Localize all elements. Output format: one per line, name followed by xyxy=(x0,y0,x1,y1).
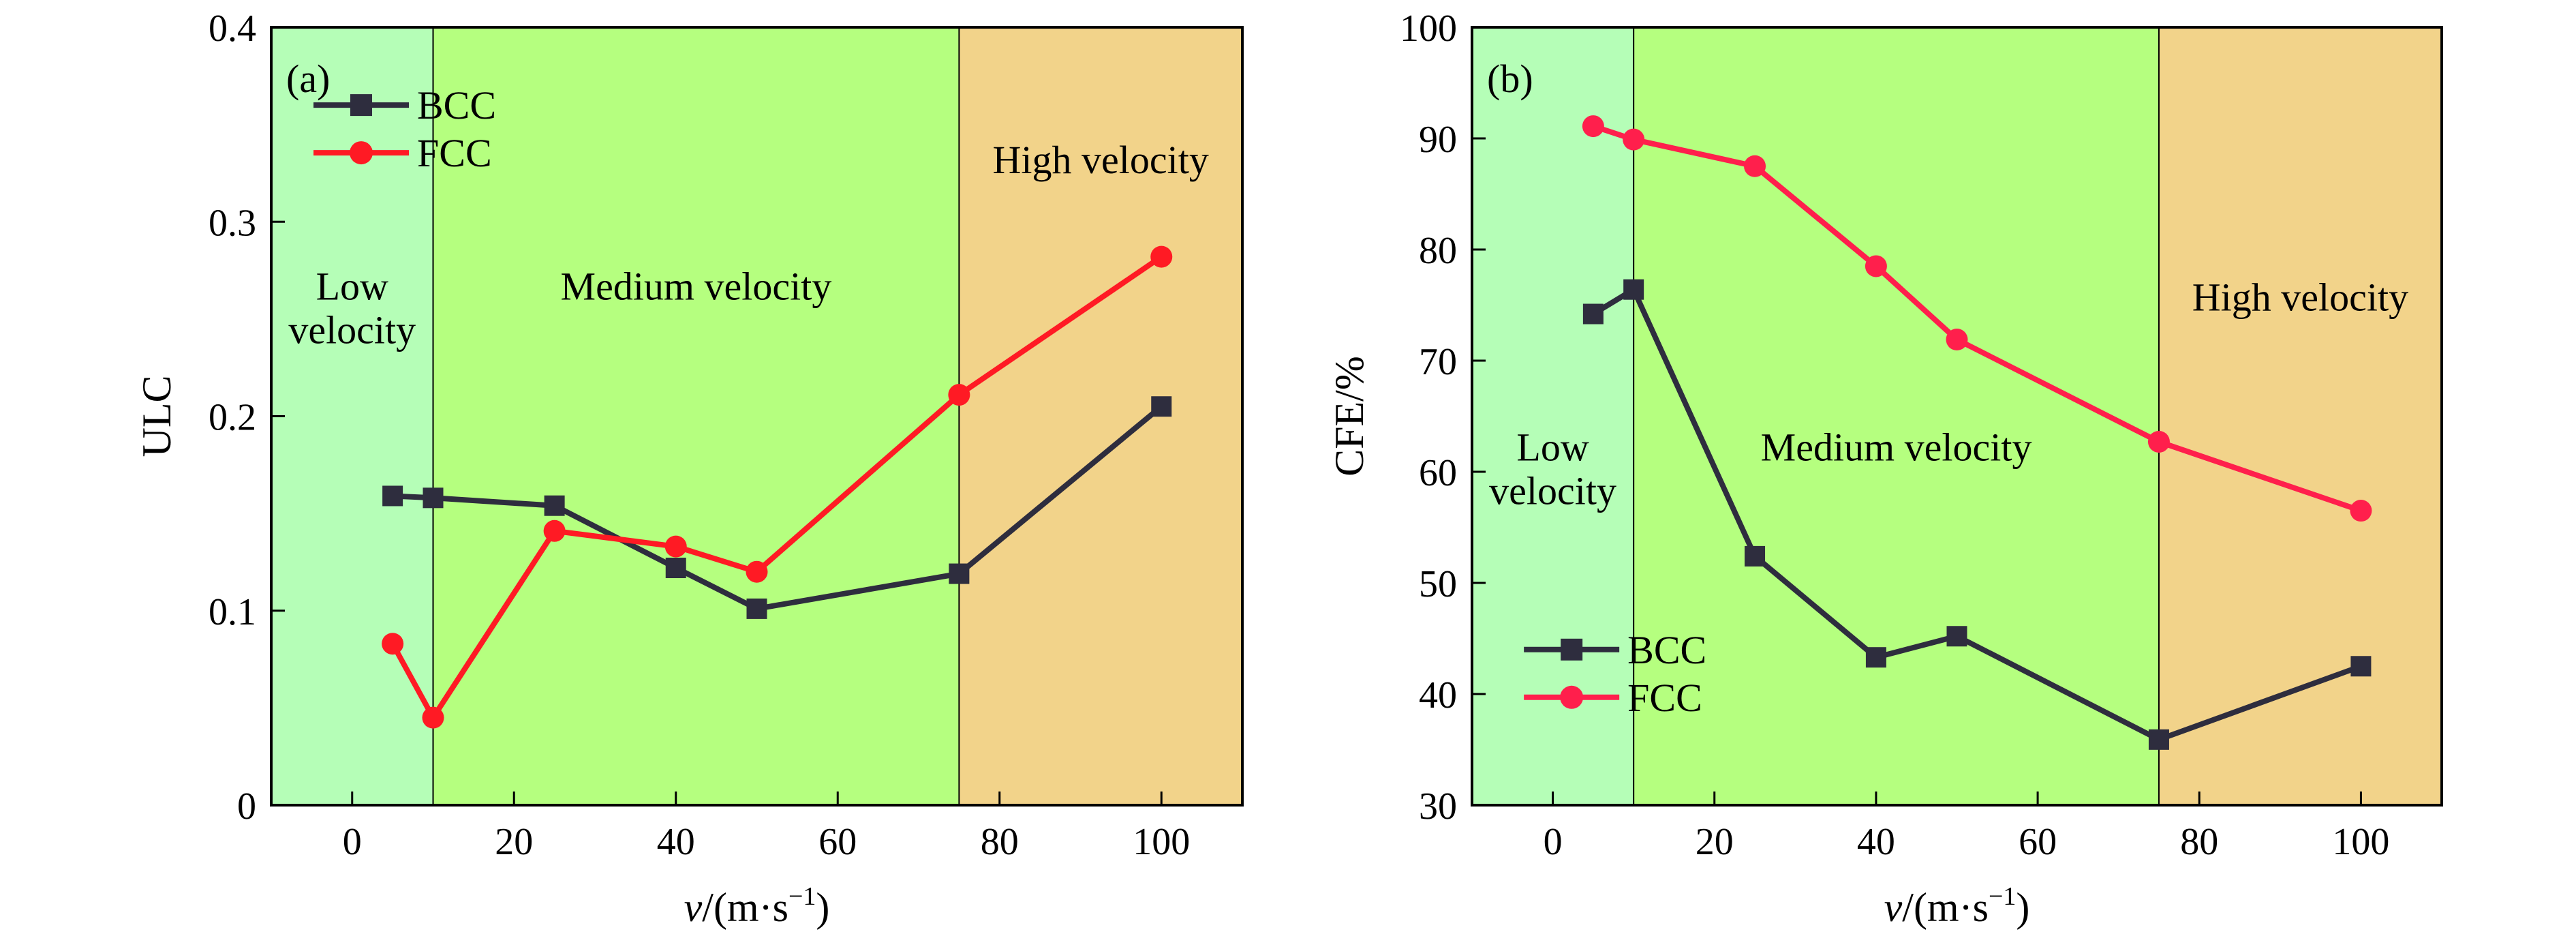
region-label: Medium velocity xyxy=(1761,425,2032,470)
region-high-velocity xyxy=(959,27,1242,805)
panel-label: (b) xyxy=(1487,57,1533,101)
legend-label: BCC xyxy=(1627,628,1706,672)
panel-label: (a) xyxy=(286,57,330,101)
x-axis-title-var: v xyxy=(1884,885,1903,930)
data-point-bcc xyxy=(665,557,686,578)
x-tick-label: 100 xyxy=(1133,821,1190,863)
legend-marker-square xyxy=(1561,638,1583,661)
data-point-bcc xyxy=(2350,656,2372,677)
x-tick-label: 0 xyxy=(343,821,362,863)
y-tick-label: 0 xyxy=(237,785,256,828)
legend-item-bcc: BCC xyxy=(1524,628,1706,672)
y-tick-label: 60 xyxy=(1419,452,1457,494)
data-point-bcc xyxy=(544,495,565,516)
data-point-fcc xyxy=(382,633,404,655)
x-axis-title-sup: −1 xyxy=(1989,882,2016,911)
x-axis-title-close: ) xyxy=(2016,885,2029,930)
y-tick-label: 50 xyxy=(1419,563,1457,605)
legend-label: FCC xyxy=(1627,676,1702,720)
plot-frame xyxy=(1471,26,2443,807)
data-point-bcc xyxy=(2148,729,2169,750)
y-tick-label: 30 xyxy=(1419,785,1457,828)
legend-marker-circle xyxy=(1560,685,1584,709)
x-tick-label: 80 xyxy=(981,821,1019,863)
data-point-bcc xyxy=(949,563,970,584)
region-label: velocity xyxy=(1489,469,1616,513)
x-axis-title-unit: /(m·s xyxy=(702,885,788,930)
legend-marker-square xyxy=(350,94,372,117)
y-tick-label: 0.4 xyxy=(209,7,256,50)
data-point-fcc xyxy=(543,519,566,542)
data-point-fcc xyxy=(422,706,444,729)
data-point-fcc xyxy=(1865,255,1887,277)
region-low-velocity xyxy=(1472,27,1634,805)
data-point-bcc xyxy=(1745,545,1766,567)
data-point-fcc xyxy=(746,560,768,583)
region-label: Low xyxy=(1516,425,1589,470)
x-axis-title: v/(m·s−1) xyxy=(1884,882,2030,930)
x-tick-label: 80 xyxy=(2180,821,2218,863)
data-point-fcc xyxy=(664,535,687,558)
y-tick-label: 70 xyxy=(1419,341,1457,383)
x-tick-label: 60 xyxy=(2019,821,2057,863)
x-tick-label: 0 xyxy=(1544,821,1563,863)
x-axis-title-sup: −1 xyxy=(788,882,816,911)
x-tick-label: 20 xyxy=(495,821,533,863)
data-point-bcc xyxy=(1946,626,1967,647)
legend-item-fcc: FCC xyxy=(1524,676,1702,720)
data-point-fcc xyxy=(948,384,970,406)
legend-label: BCC xyxy=(417,83,496,127)
data-point-bcc xyxy=(1865,647,1886,668)
legend-label: FCC xyxy=(417,131,492,175)
data-point-bcc xyxy=(746,598,767,619)
data-point-bcc xyxy=(382,485,403,507)
region-high-velocity xyxy=(2158,27,2442,805)
data-point-fcc xyxy=(1623,128,1645,151)
data-point-fcc xyxy=(2350,500,2372,522)
data-point-fcc xyxy=(1150,245,1173,268)
legend-item-bcc: BCC xyxy=(313,83,496,127)
x-axis-title-var: v xyxy=(684,885,703,930)
data-point-bcc xyxy=(1151,396,1172,417)
legend-item-fcc: FCC xyxy=(313,131,492,175)
x-tick-label: 40 xyxy=(1857,821,1895,863)
data-point-bcc xyxy=(1582,303,1604,325)
data-point-bcc xyxy=(1623,279,1644,300)
data-point-bcc xyxy=(423,487,444,509)
x-tick-label: 60 xyxy=(818,821,857,863)
y-tick-label: 40 xyxy=(1419,674,1457,717)
region-label: High velocity xyxy=(993,138,1209,182)
region-medium-velocity xyxy=(433,27,960,805)
x-tick-label: 20 xyxy=(1696,821,1734,863)
legend-marker-circle xyxy=(350,141,373,165)
data-point-fcc xyxy=(1744,155,1766,177)
region-label: velocity xyxy=(288,307,416,352)
x-tick-label: 40 xyxy=(657,821,695,863)
y-tick-label: 0.3 xyxy=(209,202,256,244)
y-tick-label: 90 xyxy=(1419,119,1457,161)
x-axis-title-unit: /(m·s xyxy=(1902,885,1989,930)
region-medium-velocity xyxy=(1634,27,2159,805)
region-label: Medium velocity xyxy=(561,264,832,308)
y-tick-label: 80 xyxy=(1419,230,1457,272)
x-tick-label: 100 xyxy=(2332,821,2389,863)
data-point-fcc xyxy=(1946,329,1968,351)
y-tick-label: 0.2 xyxy=(209,397,256,439)
x-axis-title: v/(m·s−1) xyxy=(684,882,830,930)
y-tick-label: 100 xyxy=(1400,7,1457,50)
y-axis-title: CFE/% xyxy=(1327,356,1372,477)
x-axis-title-close: ) xyxy=(816,885,829,930)
region-low-velocity xyxy=(271,27,433,805)
data-point-fcc xyxy=(2147,430,2170,453)
region-label: Low xyxy=(316,264,388,308)
y-tick-label: 0.1 xyxy=(209,591,256,633)
region-label: High velocity xyxy=(2192,275,2408,320)
data-point-fcc xyxy=(1582,115,1604,138)
y-axis-title: ULC xyxy=(134,376,179,457)
